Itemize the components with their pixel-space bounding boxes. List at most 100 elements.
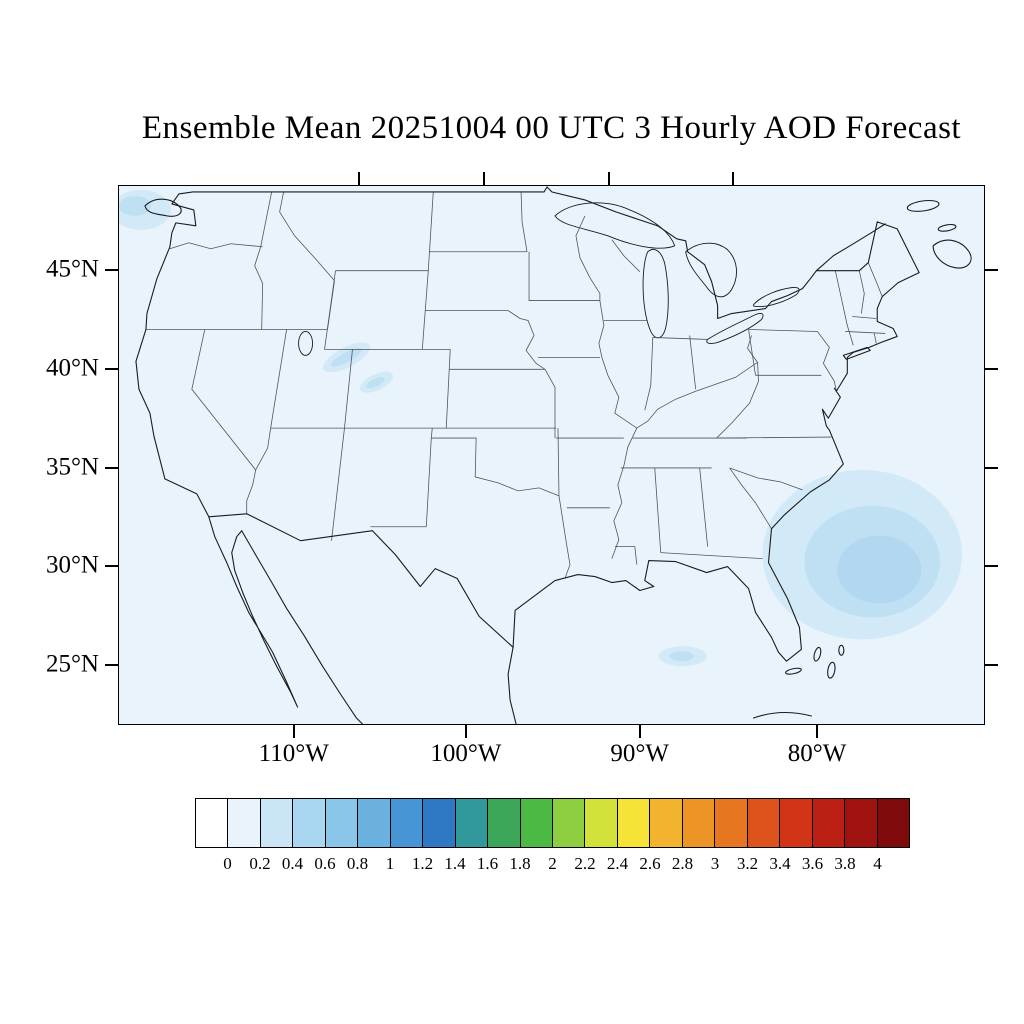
colorbar-level-label: 3.6: [801, 854, 824, 873]
colorbar-level-label: 2.6: [639, 854, 661, 873]
prince-edward-island: [937, 223, 957, 232]
axis-tick: [638, 725, 641, 738]
colorbar-level-label: 2.2: [574, 854, 596, 873]
axis-tick: [464, 725, 467, 738]
anticosti-island: [906, 199, 940, 212]
colorbar-level-label: 0: [223, 854, 232, 873]
colorbar-level-label: 1: [385, 854, 395, 873]
lat-tick-label: 40°N: [45, 354, 99, 382]
axis-tick: [607, 172, 610, 185]
colorbar-level-label: 2: [548, 854, 557, 873]
great-salt-lake: [298, 331, 314, 356]
axis-tick: [483, 172, 486, 185]
colorbar-box-12: [585, 799, 618, 847]
lake-superior: [554, 202, 676, 249]
colorbar-box-10: [520, 799, 553, 847]
colorbar-box-18: [780, 799, 813, 847]
colorbar-box-4: [325, 799, 359, 847]
baja-and-gulf-of-california: [208, 516, 363, 724]
plot-title: Ensemble Mean 20251004 00 UTC 3 Hourly A…: [141, 110, 962, 146]
lon-tick-label: 110°W: [258, 740, 329, 767]
florida-keys: [785, 667, 802, 675]
state-borders: [145, 191, 886, 579]
colorbar-level-label: 0.2: [249, 854, 271, 873]
colorbar-box-1: [228, 799, 261, 847]
axis-tick: [105, 466, 118, 469]
lat-tick-label: 35°N: [45, 453, 99, 481]
colorbar-box-17: [747, 799, 781, 847]
colorbar-box-11: [552, 799, 586, 847]
colorbar-level-label: 0.6: [314, 854, 336, 873]
colorbar-box-21: [877, 799, 909, 847]
colorbar-level-label: 1.8: [509, 854, 531, 873]
axis-tick: [105, 368, 118, 371]
colorbar-box-9: [488, 799, 521, 847]
colorbar-box-13: [617, 799, 651, 847]
colorbar-box-16: [715, 799, 748, 847]
colorbar-box-5: [358, 799, 391, 847]
colorbar-level-label: 3: [710, 854, 720, 873]
colorbar-level-label: 2.8: [671, 854, 694, 873]
bahamas-island-3: [838, 644, 845, 656]
colorbar-labels: 0 0.2 0.4 0.6 0.8 1 1.2 1.4 1.6 1.8 2 2.2 2.4 2.6 2.8 3…: [195, 854, 910, 876]
long-island: [842, 346, 871, 360]
us-outline: [135, 186, 920, 662]
cuba-coast: [752, 711, 812, 719]
lon-tick-label: 100°W: [430, 740, 502, 767]
axis-tick: [292, 725, 295, 738]
colorbar-level-label: 3.2: [736, 854, 759, 873]
colorbar-box-20: [845, 799, 878, 847]
colorbar-box-7: [423, 799, 456, 847]
bahamas-island-2: [827, 661, 836, 679]
lake-ontario: [752, 286, 800, 308]
axis-tick: [985, 565, 998, 568]
colorbar: [195, 798, 910, 848]
lon-tick-label: 80°W: [787, 740, 847, 767]
colorbar-box-8: [455, 799, 489, 847]
colorbar-level-label: 1.2: [411, 854, 434, 873]
colorbar-level-label: 1.6: [476, 854, 499, 873]
axis-tick: [105, 664, 118, 667]
lat-tick-label: 30°N: [45, 551, 99, 579]
axis-tick: [732, 172, 735, 185]
colorbar-box-3: [293, 799, 326, 847]
colorbar-level-label: 3.8: [834, 854, 856, 873]
colorbar-box-19: [812, 799, 846, 847]
lat-tick-label: 25°N: [45, 650, 99, 678]
axis-tick: [985, 664, 998, 667]
axis-tick: [105, 269, 118, 272]
lon-tick-label: 90°W: [610, 740, 670, 767]
mexico-gulf-coast: [507, 646, 517, 724]
axis-tick: [985, 466, 998, 469]
colorbar-level-label: 0.8: [346, 854, 369, 873]
axis-tick: [985, 269, 998, 272]
aod-patches: [119, 189, 963, 667]
axis-tick: [816, 725, 819, 738]
lake-michigan: [642, 248, 669, 339]
colorbar-level-label: 4: [873, 854, 882, 873]
axis-tick: [105, 565, 118, 568]
colorbar-level-label: 0.4: [281, 854, 304, 873]
colorbar-level-label: 1.4: [444, 854, 466, 873]
map-panel: 45°N 40°N 35°N 30°N 25°N 110°W 100°W 90°W 80°W: [46, 172, 998, 767]
great-lakes: [298, 202, 800, 356]
colorbar-box-0: [196, 799, 229, 847]
axis-tick: [985, 368, 998, 371]
coastlines-and-borders: [135, 186, 972, 724]
colorbar-box-14: [650, 799, 683, 847]
lake-erie: [706, 313, 764, 344]
map-background: [119, 186, 984, 724]
colorbar-level-label: 3.4: [769, 854, 791, 873]
colorbar-box-15: [682, 799, 716, 847]
colorbar-box-2: [260, 799, 294, 847]
st-lawrence-river: [815, 223, 886, 272]
axis-tick: [358, 172, 361, 185]
lake-huron: [685, 242, 737, 298]
bahamas-island-1: [813, 646, 822, 662]
colorbar-level-label: 2.4: [606, 854, 629, 873]
nova-scotia: [932, 239, 972, 269]
colorbar-box-6: [390, 799, 424, 847]
lat-tick-label: 45°N: [45, 255, 99, 283]
vancouver-island: [144, 198, 182, 217]
